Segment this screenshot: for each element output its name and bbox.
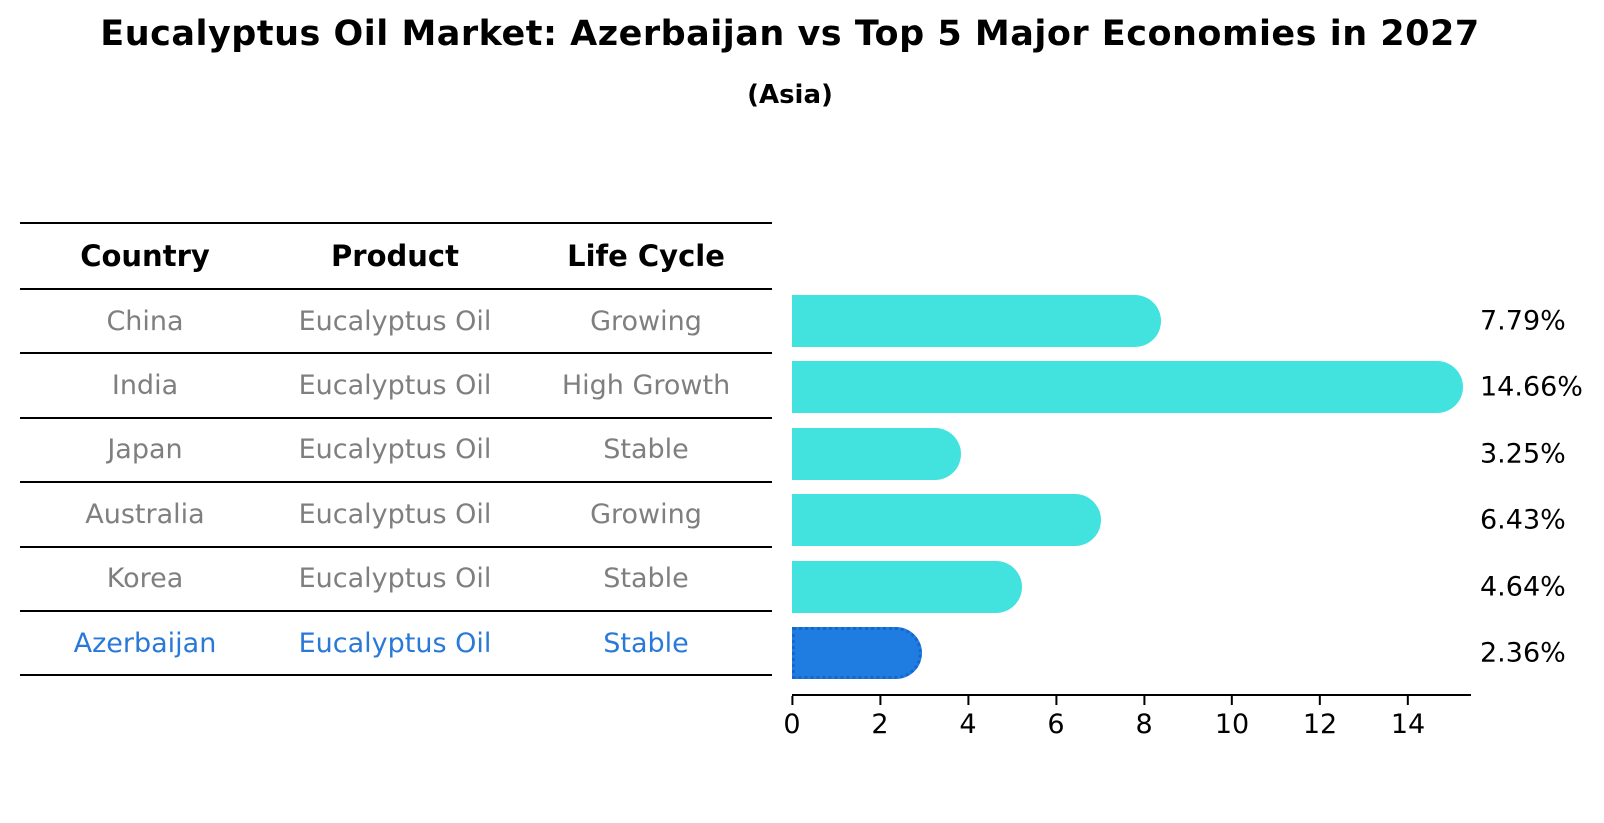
value-label-azerbaijan: 2.36% [1480,637,1566,669]
country-cell: Azerbaijan [73,627,217,659]
life-cycle-cell: Growing [590,498,702,530]
tick-label: 8 [1135,709,1153,740]
table-row-china: China Eucalyptus Oil Growing [20,290,772,355]
tick-label: 10 [1214,709,1250,740]
table-row-india: India Eucalyptus Oil High Growth [20,354,772,419]
x-tick-2: 2 [871,696,889,740]
bar-japan [792,427,962,480]
x-tick-8: 8 [1135,696,1153,740]
product-cell: Eucalyptus Oil [298,305,492,337]
tick-mark [879,696,881,705]
tick-label: 2 [871,709,889,740]
product-cell: Eucalyptus Oil [298,498,492,530]
x-tick-12: 12 [1303,696,1337,740]
product-cell: Eucalyptus Oil [298,434,492,466]
life-cycle-cell: Stable [603,627,689,659]
country-cell: Korea [106,563,184,595]
tick-mark [1407,696,1410,705]
bar-china [792,295,1161,347]
chart-subtitle: (Asia) [747,80,833,110]
column-header-life-cycle: Life Cycle [567,239,725,273]
value-label-japan: 3.25% [1480,438,1566,470]
table-row-korea: Korea Eucalyptus Oil Stable [20,548,772,612]
tick-mark [1319,696,1322,705]
tick-mark [1231,696,1234,705]
table-row-australia: Australia Eucalyptus Oil Growing [20,483,772,548]
value-label-china: 7.79% [1480,305,1566,337]
tick-label: 12 [1302,709,1338,740]
x-tick-10: 10 [1215,696,1249,740]
table-header-row: Country Product Life Cycle [20,224,772,290]
bar-india [792,361,1464,414]
product-cell: Eucalyptus Oil [298,627,492,659]
bar-azerbaijan [792,627,922,679]
chart-title: Eucalyptus Oil Market: Azerbaijan vs Top… [100,14,1480,54]
tick-mark [967,696,970,705]
country-cell: Australia [85,498,205,530]
x-tick-4: 4 [959,696,977,740]
country-cell: India [111,370,179,402]
bar-australia [792,494,1101,547]
tick-mark [1143,696,1146,705]
table-row-japan: Japan Eucalyptus Oil Stable [20,419,772,484]
value-label-india: 14.66% [1480,371,1583,403]
product-cell: Eucalyptus Oil [298,563,492,595]
bar-korea [792,560,1023,613]
x-tick-0: 0 [783,696,801,740]
life-cycle-cell: Stable [603,434,689,466]
tick-label: 6 [1047,709,1065,740]
product-cell: Eucalyptus Oil [298,370,492,402]
x-axis-line [792,694,1471,696]
value-label-australia: 6.43% [1480,504,1566,536]
tick-label: 14 [1390,709,1426,740]
country-cell: Japan [107,434,183,466]
value-label-korea: 4.64% [1480,571,1566,603]
tick-mark [791,696,793,705]
table-row-azerbaijan: Azerbaijan Eucalyptus Oil Stable [20,612,772,677]
tick-mark [1055,696,1058,705]
country-table: Country Product Life Cycle China Eucalyp… [20,222,772,677]
life-cycle-cell: High Growth [561,370,731,402]
life-cycle-cell: Stable [603,563,689,595]
x-tick-6: 6 [1047,696,1065,740]
tick-label: 4 [959,709,977,740]
tick-label: 0 [783,709,801,740]
column-header-product: Product [331,239,459,273]
column-header-country: Country [80,239,210,273]
country-cell: China [106,305,184,337]
x-tick-14: 14 [1391,696,1425,740]
life-cycle-cell: Growing [590,305,702,337]
